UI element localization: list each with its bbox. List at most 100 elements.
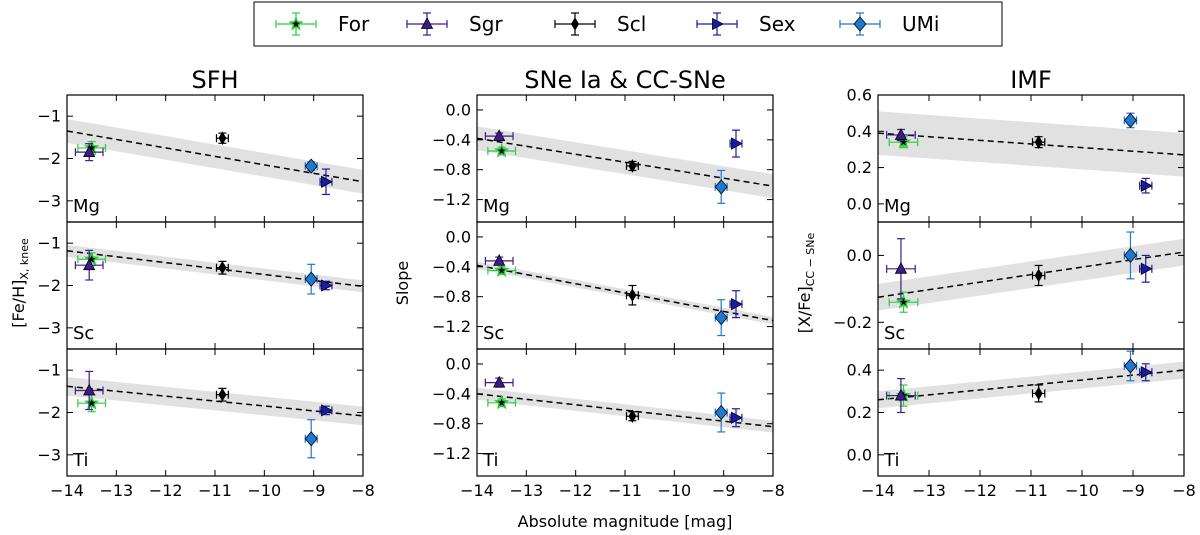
- element-label: Sc: [73, 323, 94, 344]
- xtick-label: −12: [963, 481, 997, 500]
- marker-umi: [304, 431, 318, 447]
- element-label: Mg: [884, 196, 911, 217]
- legend-label-umi: UMi: [902, 12, 939, 36]
- point-umi: [304, 419, 318, 459]
- marker-sex: [1140, 366, 1153, 379]
- marker-sex: [731, 411, 743, 424]
- point-sex: [729, 408, 743, 428]
- xtick-label: −9: [1121, 481, 1145, 500]
- point-umi: [304, 158, 318, 174]
- point-sgr: [484, 129, 514, 141]
- point-sex: [319, 279, 333, 292]
- point-umi: [1123, 112, 1138, 129]
- ytick-label: 0.0: [847, 445, 872, 464]
- marker-sgr: [493, 129, 506, 141]
- point-sgr: [74, 143, 104, 162]
- xtick-label: −13: [509, 481, 543, 500]
- ytick-label: 0.0: [847, 194, 872, 213]
- column-title-sne: SNe Ia & CC-SNe: [524, 66, 725, 94]
- xtick-label: −9: [302, 481, 326, 500]
- xtick-label: −14: [50, 481, 84, 500]
- point-sgr: [74, 370, 104, 411]
- xtick-label: −8: [1172, 481, 1196, 500]
- ytick-label: −2: [37, 149, 61, 168]
- marker-sex: [1140, 262, 1153, 275]
- xtick-label: −8: [761, 481, 785, 500]
- panel-c0-r2: −3 −2 −1 −14 −13 −12 −11 −10 −9 −8 Ti: [37, 348, 375, 500]
- ylabel-sne: Slope: [393, 261, 412, 305]
- ytick-label: 0.0: [446, 100, 471, 119]
- marker-for: [84, 251, 100, 266]
- ytick-label: −0.4: [432, 384, 471, 403]
- fit-line: [67, 130, 363, 183]
- point-scl: [1031, 264, 1046, 287]
- point-umi: [1123, 350, 1138, 382]
- element-label: Sc: [884, 323, 905, 344]
- xtick-label: −14: [861, 481, 895, 500]
- marker-umi: [714, 310, 728, 326]
- legend-marker-sgr: [420, 17, 434, 29]
- legend-label-for: For: [338, 12, 370, 36]
- xtick-label: −12: [559, 481, 593, 500]
- marker-sex: [321, 279, 333, 292]
- point-for: [487, 394, 517, 410]
- point-sex: [1139, 363, 1153, 382]
- marker-for: [494, 394, 510, 410]
- marker-scl: [628, 288, 637, 303]
- xtick-label: −13: [99, 481, 133, 500]
- fit-line: [878, 251, 1184, 298]
- point-sex: [1139, 254, 1153, 283]
- point-sgr: [74, 249, 104, 281]
- point-sgr: [484, 375, 514, 388]
- panel-c2-r1: −0.2 0.0 Sc: [833, 221, 1185, 350]
- point-umi: [714, 392, 728, 433]
- legend-label-sgr: Sgr: [469, 12, 503, 36]
- marker-umi: [1123, 358, 1137, 374]
- marker-sex: [731, 298, 743, 311]
- legend: For Sgr Scl Sex UMi: [253, 1, 1003, 47]
- marker-for: [84, 395, 100, 410]
- marker-umi: [714, 404, 728, 421]
- point-umi: [714, 169, 728, 204]
- xtick-label: −10: [657, 481, 691, 500]
- point-sgr: [484, 253, 514, 266]
- point-scl: [1031, 135, 1046, 149]
- point-umi: [1123, 231, 1138, 280]
- ytick-label: −1: [37, 234, 61, 253]
- ytick-label: −2: [37, 403, 61, 422]
- marker-sgr: [894, 128, 908, 140]
- xlabel: Absolute magnitude [mag]: [518, 512, 733, 531]
- marker-scl: [1034, 386, 1043, 401]
- marker-umi: [304, 271, 318, 287]
- ytick-label: 0.2: [847, 403, 872, 422]
- point-umi: [304, 263, 318, 295]
- ytick-label: 0.0: [446, 354, 471, 373]
- marker-sgr: [83, 145, 96, 158]
- panel-c2-r2: 0.0 0.2 0.4 −14 −13 −12 −11 −10 −9 −8 Ti: [847, 348, 1196, 500]
- xtick-label: −8: [351, 481, 375, 500]
- panel-c1-r0: −1.2 −0.8 −0.4 0.0 Mg: [432, 94, 774, 223]
- xtick-label: −12: [149, 481, 183, 500]
- point-for: [888, 291, 919, 313]
- xtick-label: −11: [1014, 481, 1048, 500]
- point-umi: [714, 299, 728, 337]
- fit-band: [477, 126, 773, 199]
- panel-c1-r1: −1.2 −0.8 −0.4 0.0 Sc: [432, 221, 774, 350]
- point-scl: [215, 131, 229, 145]
- ytick-label: −0.8: [432, 414, 471, 433]
- point-for: [487, 262, 517, 278]
- ytick-label: −1: [37, 107, 61, 126]
- marker-sex: [731, 137, 743, 150]
- marker-sex: [321, 404, 333, 417]
- xtick-label: −10: [247, 481, 281, 500]
- legend-marker-scl: [571, 17, 579, 31]
- marker-umi: [1123, 112, 1137, 129]
- marker-scl: [628, 409, 637, 424]
- element-label: Ti: [72, 450, 88, 471]
- legend-label-sex: Sex: [759, 12, 796, 36]
- fit-line: [878, 132, 1184, 156]
- point-sex: [729, 290, 743, 319]
- legend-item-sgr: Sgr: [406, 12, 503, 36]
- marker-sex: [321, 175, 333, 188]
